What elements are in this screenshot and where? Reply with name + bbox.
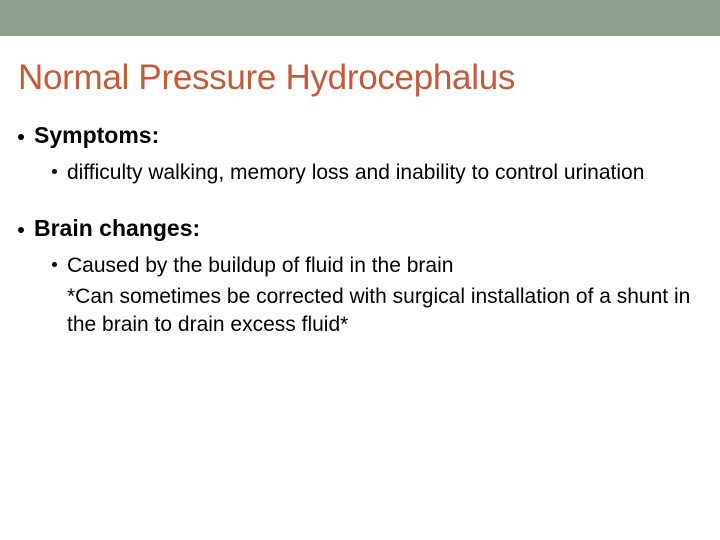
- sub-item-text: difficulty walking, memory loss and inab…: [67, 159, 644, 187]
- sub-item-text: Caused by the buildup of fluid in the br…: [67, 252, 453, 280]
- top-accent-bar: [0, 0, 720, 36]
- sub-item-row: Caused by the buildup of fluid in the br…: [52, 252, 692, 280]
- slide-title: Normal Pressure Hydrocephalus: [18, 58, 720, 98]
- bullet-icon: [18, 227, 24, 233]
- section-heading: Symptoms:: [34, 122, 159, 149]
- bullet-icon: [18, 134, 24, 140]
- bullet-icon: [52, 169, 57, 174]
- bullet-icon: [52, 262, 57, 267]
- section-row: Brain changes:: [18, 215, 692, 242]
- section-heading: Brain changes:: [34, 215, 200, 242]
- sub-item-row: difficulty walking, memory loss and inab…: [52, 159, 692, 187]
- section-row: Symptoms:: [18, 122, 692, 149]
- content-area: Symptoms: difficulty walking, memory los…: [18, 122, 692, 339]
- continuation-text: *Can sometimes be corrected with surgica…: [67, 283, 692, 340]
